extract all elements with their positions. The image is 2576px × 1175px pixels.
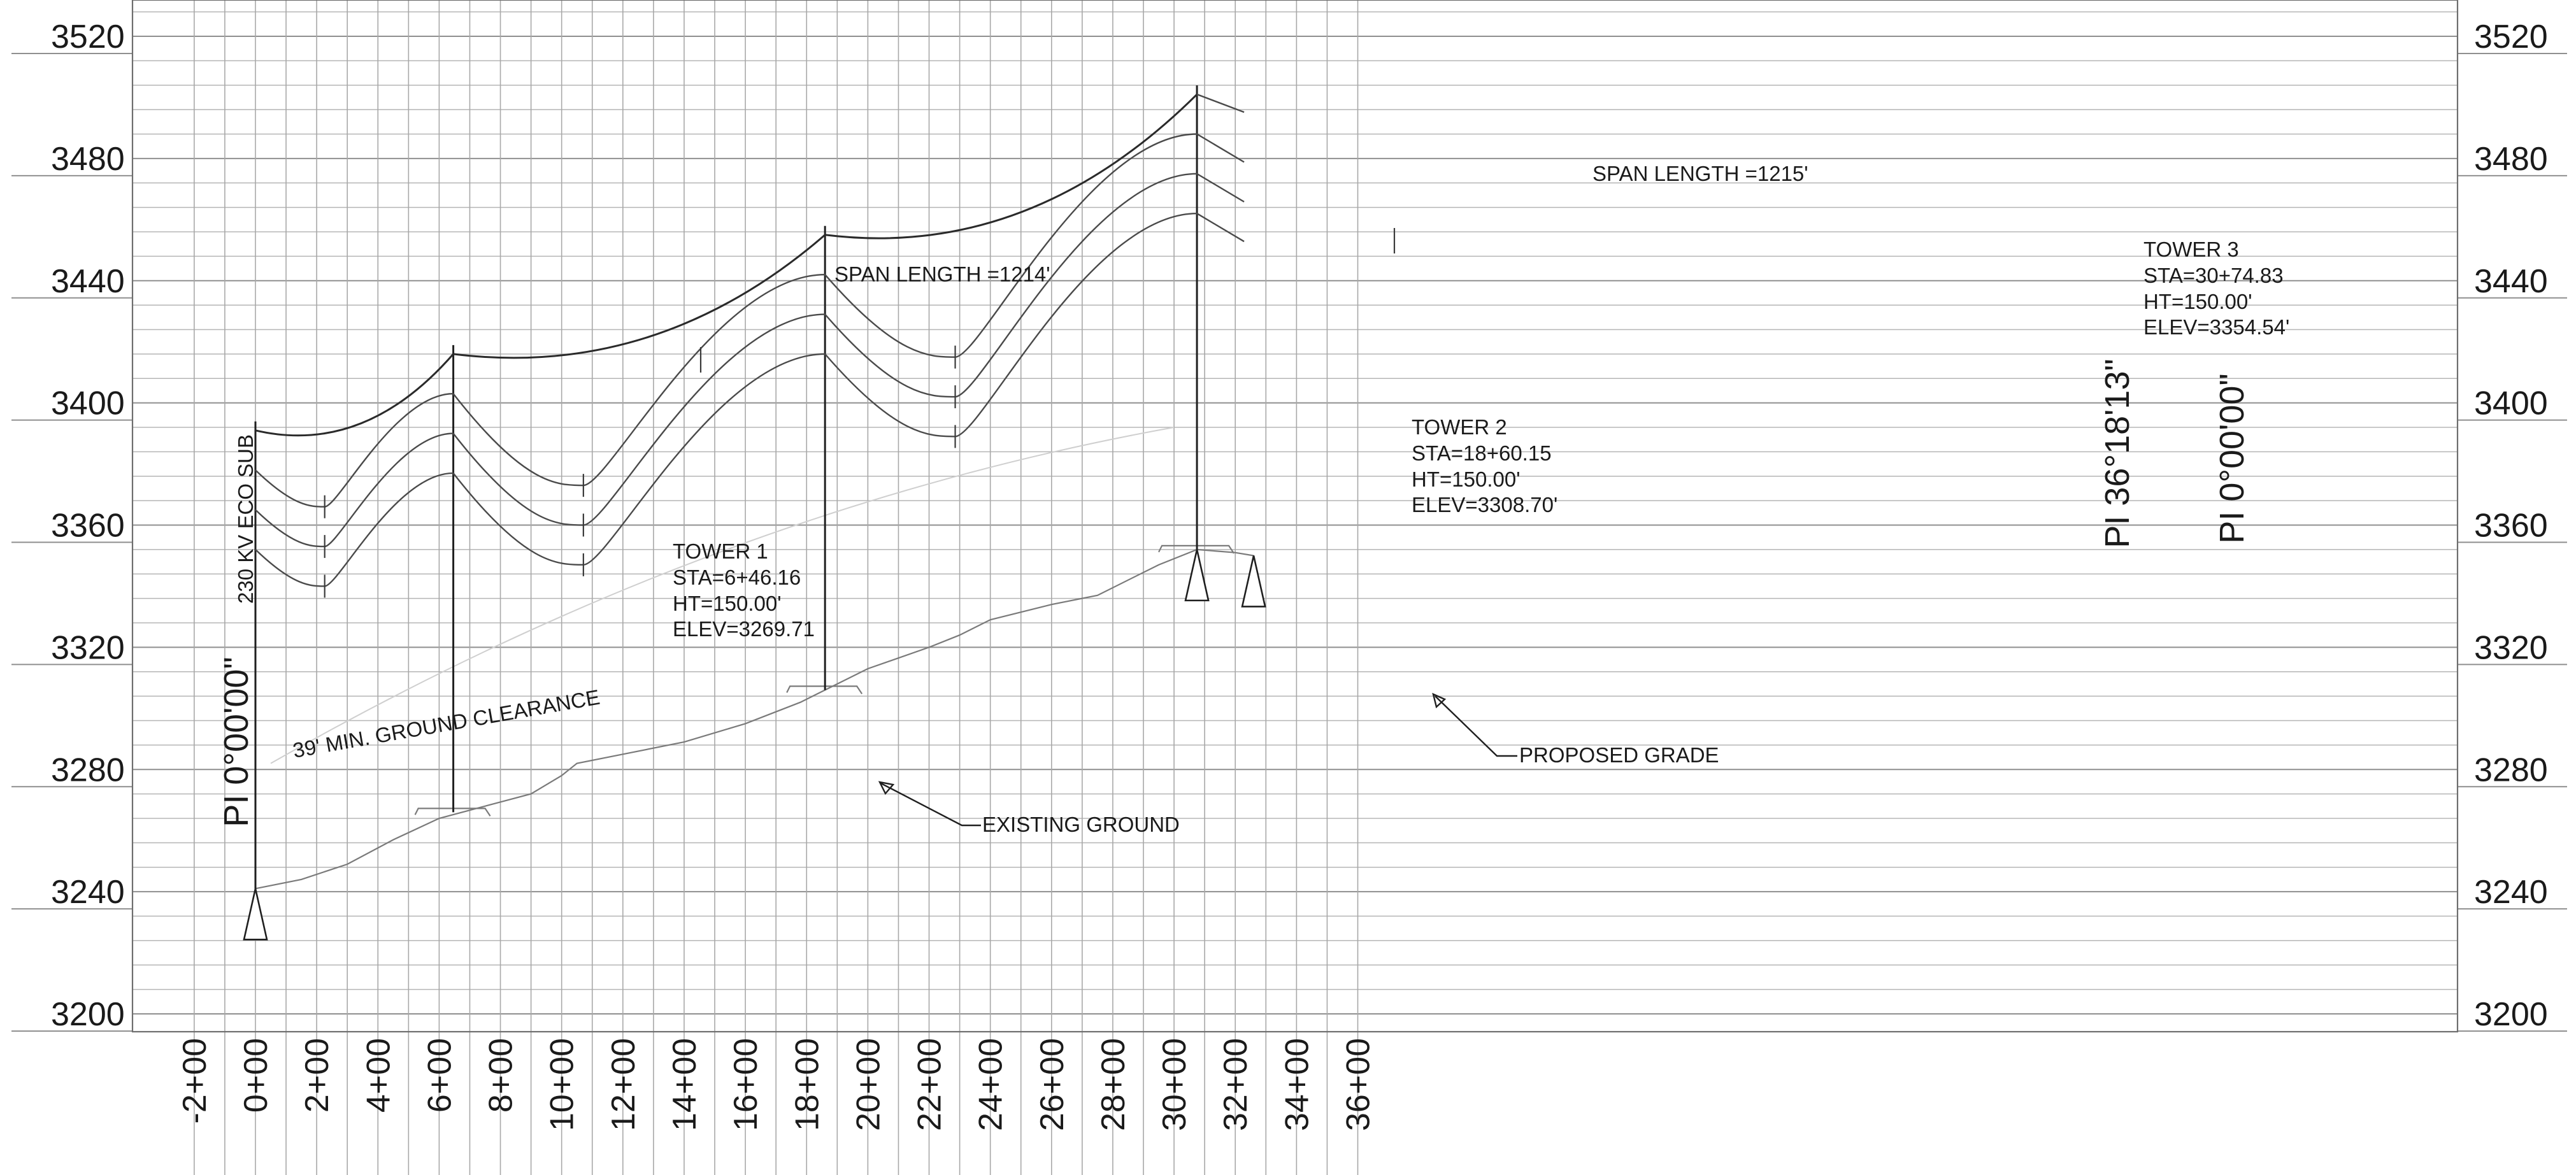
substation-label: 230 KV ECO SUB: [234, 434, 257, 604]
station-tick-label: 12+00: [605, 1038, 642, 1131]
station-tick-label: 16+00: [727, 1038, 764, 1131]
tower-3-elevation: ELEV=3354.54': [2143, 315, 2289, 339]
tower-2-elevation: ELEV=3308.70': [1412, 493, 1557, 516]
existing-ground-arrowhead: [878, 781, 895, 795]
clearance-line: [270, 427, 1175, 764]
pi-markers: [243, 549, 1266, 941]
tower-1-height: HT=150.00': [673, 592, 782, 615]
phase-conductor: [452, 353, 826, 566]
elevation-tick-label: 3320: [2474, 629, 2548, 666]
tower-3-name: TOWER 3: [2143, 238, 2239, 261]
station-tick-label: 0+00: [238, 1038, 275, 1113]
elevation-tick-label: 3240: [51, 874, 125, 911]
elevation-tick-label: 3440: [51, 263, 125, 300]
station-tick-label: 32+00: [1217, 1038, 1254, 1131]
elevation-tick-label: 3240: [2474, 874, 2548, 911]
crossarm: [1196, 94, 1245, 113]
elevation-tick-label: 3400: [2474, 385, 2548, 422]
tower-3-station: STA=30+74.83: [2143, 264, 2284, 287]
station-labels: -2+00 0+00 2+00 4+00 6+00 8+00 10+00 12+00 14+00…: [176, 1038, 1377, 1131]
station-tick-label: -2+00: [176, 1038, 213, 1123]
elevation-tick-label: 3360: [51, 508, 125, 545]
shield-wire: [824, 94, 1198, 239]
elevation-tick-label: 3400: [51, 385, 125, 422]
crossarm: [1196, 173, 1245, 203]
existing-ground-leader: [880, 782, 981, 827]
tower-3-info: TOWER 3 STA=30+74.83 HT=150.00' ELEV=335…: [2143, 238, 2289, 339]
pi-triangle-marker: [243, 888, 268, 941]
elevation-tick-label: 3440: [2474, 263, 2548, 300]
elevation-tick-label: 3520: [51, 18, 125, 55]
tower-1-name: TOWER 1: [673, 539, 768, 563]
elevation-tick-label: 3280: [51, 751, 125, 788]
station-tick-label: 8+00: [483, 1038, 520, 1113]
pi-triangle-marker: [1184, 549, 1210, 602]
existing-ground-line: [255, 548, 1254, 890]
station-tick-label: 26+00: [1034, 1038, 1071, 1131]
tower-2-station: STA=18+60.15: [1412, 441, 1552, 465]
station-tick-label: 2+00: [299, 1038, 336, 1113]
phase-conductor: [824, 133, 1198, 358]
station-tick-label: 22+00: [912, 1038, 948, 1131]
phase-conductor: [452, 313, 826, 526]
crossarm: [1196, 133, 1245, 163]
elevation-tick-label: 3200: [2474, 996, 2548, 1033]
pi-end-label: PI 0°00'00": [2213, 373, 2251, 543]
tower-1-elevation: ELEV=3269.71: [673, 617, 815, 641]
proposed-grade-arrowhead: [1432, 692, 1447, 709]
station-tick-label: 6+00: [421, 1038, 458, 1113]
span-1-label: SPAN LENGTH =1214': [834, 262, 1050, 286]
station-tick-label: 14+00: [666, 1038, 703, 1131]
pi-triangle-marker: [1241, 555, 1266, 608]
proposed-grade-label: PROPOSED GRADE: [1519, 743, 1719, 767]
phase-conductor: [824, 213, 1198, 438]
tower-1-info: TOWER 1 STA=6+46.16 HT=150.00' ELEV=3269…: [673, 539, 815, 641]
phase-conductor: [452, 273, 826, 487]
tower3-crossarms: [1196, 94, 1245, 243]
shield-wire: [255, 353, 454, 437]
tower-1-station: STA=6+46.16: [673, 566, 801, 589]
station-tick-label: 36+00: [1340, 1038, 1377, 1131]
elevation-tick-label: 3480: [51, 141, 125, 178]
shield-wire: [453, 234, 826, 359]
elevation-tick-label: 3480: [2474, 141, 2548, 178]
elevation-labels-left: 3200 3240 3280 3320 3360 3400 3440 3480 3520: [51, 18, 125, 1033]
elevation-tick-label: 3200: [51, 996, 125, 1033]
station-tick-label: 4+00: [360, 1038, 397, 1113]
elevation-tick-label: 3520: [2474, 18, 2548, 55]
phase-conductor: [824, 173, 1198, 398]
phase-conductor: [255, 393, 454, 508]
pi-mid-label: PI 36°18'13": [2098, 359, 2136, 548]
tower-2-height: HT=150.00': [1412, 467, 1521, 491]
span-2-label: SPAN LENGTH =1215': [1592, 162, 1808, 185]
proposed-grade-leader: [1435, 695, 1517, 757]
proposed-grade-pads: [414, 545, 1234, 817]
station-tick-label: 10+00: [544, 1038, 581, 1131]
station-tick-label: 28+00: [1095, 1038, 1132, 1131]
elevation-tick-label: 3280: [2474, 751, 2548, 788]
sag-point-markers: [324, 228, 1396, 598]
station-tick-label: 18+00: [789, 1038, 826, 1131]
phase-conductor: [255, 432, 454, 548]
phase-conductor: [255, 472, 454, 587]
crossarm: [1196, 213, 1245, 243]
tower-structures: [254, 85, 1198, 889]
plot-frame: [131, 0, 2459, 1033]
elevation-grid: [11, 0, 2567, 1175]
pi-start-label: PI 0°00'00": [217, 657, 255, 827]
tower-2-name: TOWER 2: [1412, 415, 1507, 439]
existing-ground-label: EXISTING GROUND: [982, 813, 1180, 836]
station-tick-label: 24+00: [973, 1038, 1010, 1131]
conductor-wires: [255, 94, 1198, 587]
tower-3-height: HT=150.00': [2143, 290, 2252, 313]
station-tick-label: 30+00: [1156, 1038, 1193, 1131]
tower-2-info: TOWER 2 STA=18+60.15 HT=150.00' ELEV=330…: [1412, 415, 1557, 516]
elevation-tick-label: 3360: [2474, 508, 2548, 545]
station-tick-label: 34+00: [1278, 1038, 1315, 1131]
station-tick-label: 20+00: [850, 1038, 887, 1131]
elevation-tick-label: 3320: [51, 629, 125, 666]
elevation-labels-right: 3200 3240 3280 3320 3360 3400 3440 3480 3520: [2474, 18, 2548, 1033]
